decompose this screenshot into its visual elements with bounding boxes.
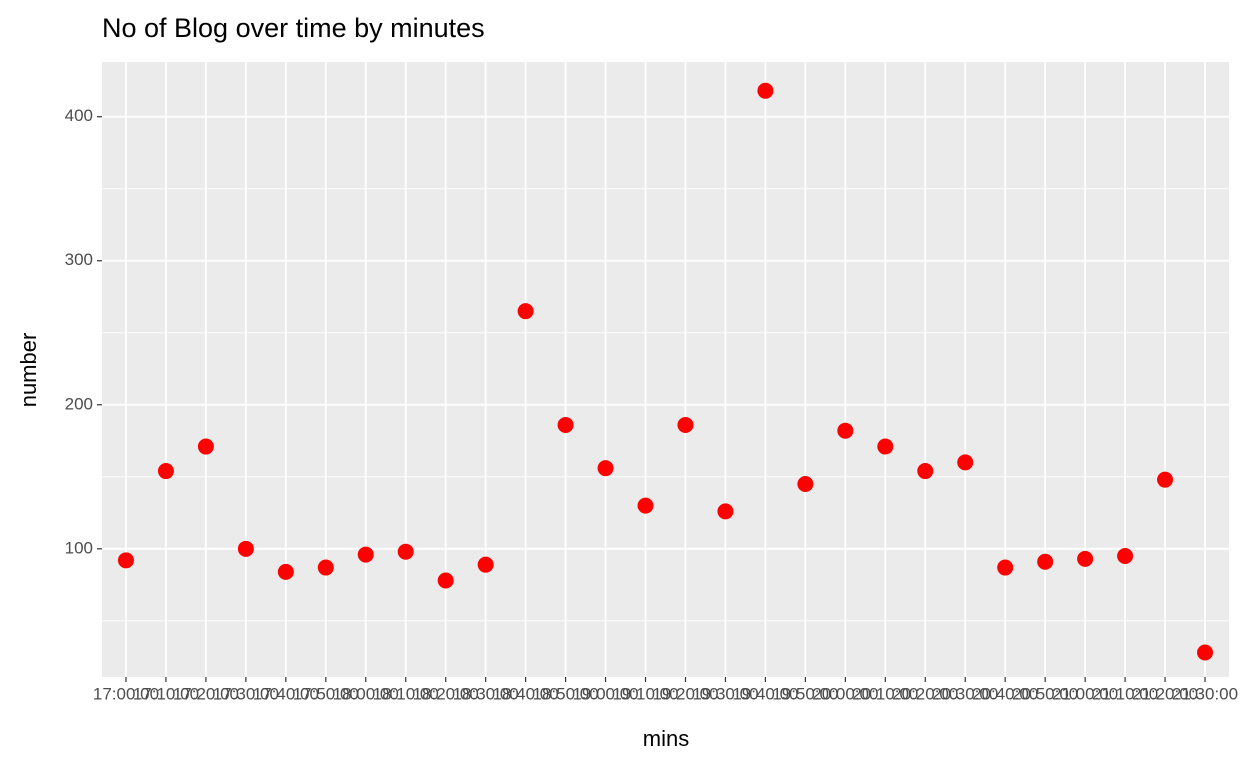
x-tick-label: 18:20:00 — [413, 684, 479, 703]
x-tick-label: 17:40:00 — [253, 684, 319, 703]
point — [237, 540, 254, 557]
x-tick-label: 21:10:00 — [1092, 684, 1158, 703]
x-tick-label: 17:50:00 — [293, 684, 359, 703]
x-tick-label: 21:20:00 — [1132, 684, 1198, 703]
x-axis-title: mins — [643, 726, 689, 751]
x-tick-label: 20:30:00 — [932, 684, 998, 703]
chart-title: No of Blog over time by minutes — [102, 13, 485, 43]
x-tick-label: 20:50:00 — [1012, 684, 1078, 703]
point — [517, 303, 534, 320]
point — [157, 463, 174, 480]
panel — [102, 62, 1229, 677]
y-tick-label: 300 — [65, 250, 93, 269]
x-tick-label: 18:10:00 — [373, 684, 439, 703]
point — [917, 463, 934, 480]
point — [597, 460, 614, 477]
x-tick-label: 21:00:00 — [1052, 684, 1118, 703]
point — [997, 559, 1014, 576]
x-tick-label: 21:30:00 — [1172, 684, 1238, 703]
point — [1197, 644, 1214, 661]
point — [1157, 471, 1174, 488]
y-tick-label: 100 — [65, 538, 93, 557]
point — [637, 497, 654, 514]
x-tick-label: 17:00:00 — [93, 684, 159, 703]
point — [277, 563, 294, 580]
x-tick-label: 19:00:00 — [572, 684, 638, 703]
point — [837, 422, 854, 439]
x-tick-label: 17:30:00 — [213, 684, 279, 703]
point — [677, 416, 694, 433]
x-tick-label: 18:50:00 — [532, 684, 598, 703]
point — [477, 556, 494, 573]
y-axis-title: number — [16, 333, 41, 408]
point — [397, 543, 414, 560]
point — [1117, 548, 1134, 565]
x-tick-label: 18:00:00 — [333, 684, 399, 703]
x-tick-label: 19:40:00 — [732, 684, 798, 703]
point — [117, 552, 134, 569]
point — [197, 438, 214, 455]
point — [957, 454, 974, 471]
x-tick-label: 17:20:00 — [173, 684, 239, 703]
point — [357, 546, 374, 563]
point — [317, 559, 334, 576]
point — [877, 438, 894, 455]
x-tick-label: 19:50:00 — [772, 684, 838, 703]
point — [717, 503, 734, 520]
x-tick-label: 19:10:00 — [612, 684, 678, 703]
x-tick-label: 19:30:00 — [692, 684, 758, 703]
y-tick-label: 400 — [65, 106, 93, 125]
x-tick-label: 20:10:00 — [852, 684, 918, 703]
y-tick-label: 200 — [65, 394, 93, 413]
point — [1037, 553, 1054, 570]
x-tick-label: 18:30:00 — [453, 684, 519, 703]
x-tick-label: 20:00:00 — [812, 684, 878, 703]
x-tick-label: 17:10:00 — [133, 684, 199, 703]
x-tick-label: 20:40:00 — [972, 684, 1038, 703]
x-tick-label: 18:40:00 — [493, 684, 559, 703]
x-tick-label: 19:20:00 — [652, 684, 718, 703]
point — [797, 476, 814, 493]
point — [757, 82, 774, 99]
point — [1077, 550, 1094, 567]
point — [557, 416, 574, 433]
x-tick-label: 20:20:00 — [892, 684, 958, 703]
point — [437, 572, 454, 589]
